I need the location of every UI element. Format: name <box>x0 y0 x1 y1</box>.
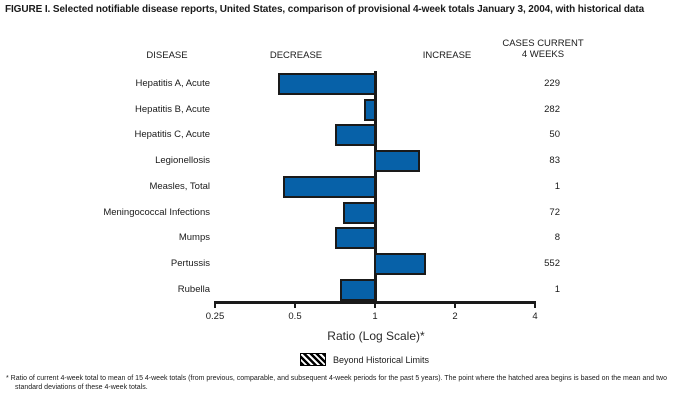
header-disease: DISEASE <box>146 50 188 61</box>
cases-value: 72 <box>549 206 560 218</box>
legend-label: Beyond Historical Limits <box>333 354 430 365</box>
axis-tick-mark <box>214 301 216 308</box>
ratio-bar <box>373 252 427 275</box>
footnote: * Ratio of current 4-week total to mean … <box>6 375 667 391</box>
axis-tick-label: 0.5 <box>288 311 302 322</box>
disease-label: Measles, Total <box>149 180 210 192</box>
disease-label: Hepatitis C, Acute <box>134 129 210 141</box>
cases-value: 8 <box>554 232 560 244</box>
ratio-bar <box>340 278 377 301</box>
axis-tick-mark <box>534 301 536 308</box>
axis-tick-label: 1 <box>372 311 378 322</box>
cases-value: 50 <box>549 129 560 141</box>
header-cases-line2: 4 WEEKS <box>521 48 565 60</box>
header-increase: INCREASE <box>422 50 472 61</box>
ratio-bar <box>343 201 377 224</box>
cases-value: 552 <box>544 257 560 269</box>
axis-tick-label: 4 <box>532 311 538 322</box>
axis-tick-mark <box>374 301 376 308</box>
header-cases: CASES CURRENT 4 WEEKS <box>483 38 603 60</box>
axis-tick-mark <box>454 301 456 308</box>
ratio-bar <box>364 98 377 121</box>
figure-title: FIGURE I. Selected notifiable disease re… <box>5 4 645 15</box>
legend: Beyond Historical Limits <box>300 353 429 366</box>
disease-label: Mumps <box>178 232 210 244</box>
cases-value: 83 <box>549 155 560 167</box>
ratio-bar <box>282 175 377 198</box>
ratio-bar <box>335 124 377 147</box>
header-decrease: DECREASE <box>269 50 323 61</box>
axis-tick-label: 0.25 <box>205 311 225 322</box>
cases-value: 1 <box>554 180 560 192</box>
disease-label: Meningococcal Infections <box>103 206 210 218</box>
disease-label: Pertussis <box>170 257 210 269</box>
ratio-bar <box>373 150 421 173</box>
ratio-bar <box>335 227 377 250</box>
disease-label: Legionellosis <box>155 155 210 167</box>
ratio-bar <box>277 73 377 95</box>
axis-tick-mark <box>294 301 296 308</box>
axis-title: Ratio (Log Scale)* <box>327 329 425 343</box>
disease-label: Hepatitis A, Acute <box>135 78 210 89</box>
hatched-swatch-icon <box>300 353 326 366</box>
disease-label: Hepatitis B, Acute <box>135 103 210 115</box>
cases-value: 282 <box>544 103 560 115</box>
cases-value: 229 <box>544 78 560 89</box>
disease-label: Rubella <box>177 283 210 295</box>
cases-value: 1 <box>554 283 560 295</box>
header-cases-line1: CASES CURRENT <box>502 38 584 49</box>
axis-tick-label: 2 <box>452 311 458 322</box>
